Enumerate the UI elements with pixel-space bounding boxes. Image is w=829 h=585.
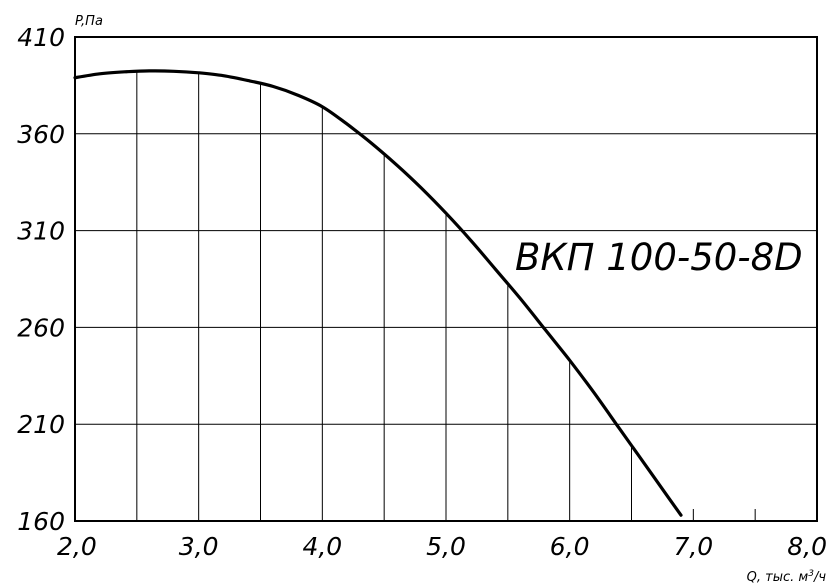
x-tick-label: 7,0 bbox=[673, 532, 713, 561]
y-tick-label: 160 bbox=[17, 507, 65, 536]
y-tick-label: 360 bbox=[17, 120, 65, 149]
grid bbox=[75, 71, 817, 521]
x-axis-title-main: Q, тыс. м bbox=[747, 570, 809, 585]
y-tick-label: 210 bbox=[17, 410, 65, 439]
x-tick-label: 3,0 bbox=[179, 532, 219, 561]
series-curve bbox=[73, 69, 683, 517]
y-tick-label: 410 bbox=[17, 23, 65, 52]
x-tick-label: 6,0 bbox=[550, 532, 590, 561]
y-tick-label: 310 bbox=[17, 217, 65, 246]
x-axis-title-end: /ч bbox=[813, 570, 826, 585]
x-tick-label: 5,0 bbox=[426, 532, 466, 561]
x-tick-label: 8,0 bbox=[787, 532, 827, 561]
x-axis-title: Q, тыс. м3/ч bbox=[747, 569, 827, 585]
y-axis-title: P,Па bbox=[75, 14, 103, 29]
x-tick-labels: 2,0 3,0 4,0 5,0 6,0 7,0 8,0 bbox=[57, 532, 827, 561]
x-minor-ticks bbox=[692, 509, 756, 521]
plot-frame bbox=[74, 36, 818, 522]
x-tick-label: 2,0 bbox=[57, 532, 97, 561]
x-tick-label: 4,0 bbox=[302, 532, 342, 561]
y-tick-label: 260 bbox=[17, 313, 65, 342]
model-label: ВКП 100-50-8D bbox=[515, 236, 803, 279]
y-tick-labels: 160 210 260 310 360 410 bbox=[17, 23, 65, 536]
x-axis-title-sup: 3 bbox=[808, 569, 814, 579]
